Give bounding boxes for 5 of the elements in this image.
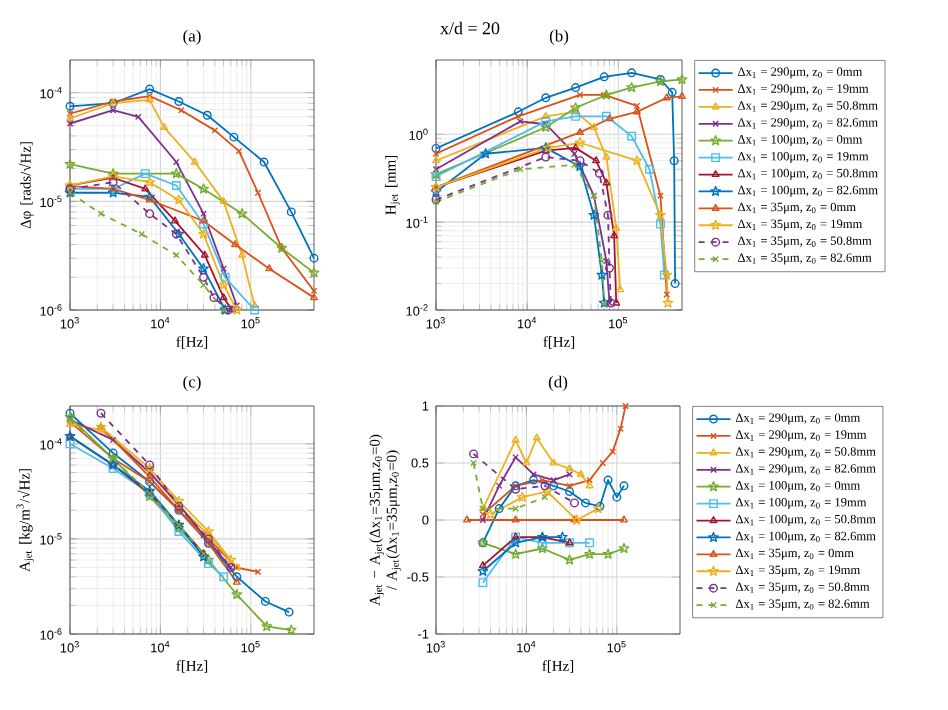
chart-title: (a)	[183, 29, 201, 45]
chart-title: (c)	[183, 375, 201, 391]
chart-title: (b)	[549, 29, 569, 45]
chart-title: (d)	[548, 375, 568, 391]
text: x/d = 20	[440, 21, 500, 35]
